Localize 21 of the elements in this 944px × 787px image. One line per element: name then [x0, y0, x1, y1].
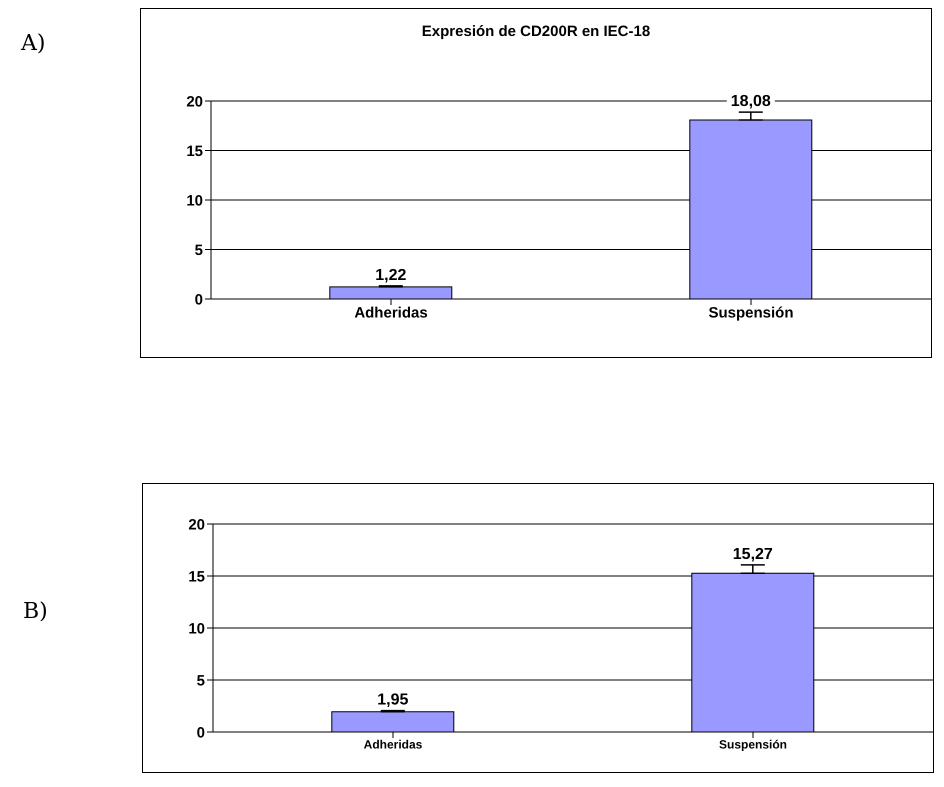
y-tick-label: 15 — [188, 568, 205, 586]
text: A) — [21, 31, 46, 56]
y-tick-label: 5 — [196, 672, 205, 690]
chart-title: Expresión de CD200R en IEC-18 — [420, 23, 652, 40]
x-tick-label: Adheridas — [354, 304, 428, 322]
x-tick-label: Suspensión — [708, 304, 794, 322]
y-tick-label: 5 — [194, 242, 203, 259]
y-tick-label: 10 — [188, 620, 205, 638]
data-label: 1,22 — [375, 266, 406, 284]
data-label: 18,08 — [730, 93, 771, 110]
data-label: 1,95 — [377, 692, 408, 709]
y-tick-label: 0 — [194, 291, 203, 308]
x-tick-label: Suspensión — [718, 738, 788, 752]
x-tick-label: Adheridas — [364, 738, 423, 752]
y-tick-label: 15 — [186, 142, 203, 160]
data-label: 15,27 — [732, 546, 773, 563]
y-tick-label: 20 — [186, 93, 203, 110]
y-tick-label: 10 — [186, 192, 203, 210]
y-tick-label: 20 — [188, 516, 205, 534]
text: B) — [23, 599, 48, 624]
y-tick-label: 0 — [196, 724, 205, 742]
